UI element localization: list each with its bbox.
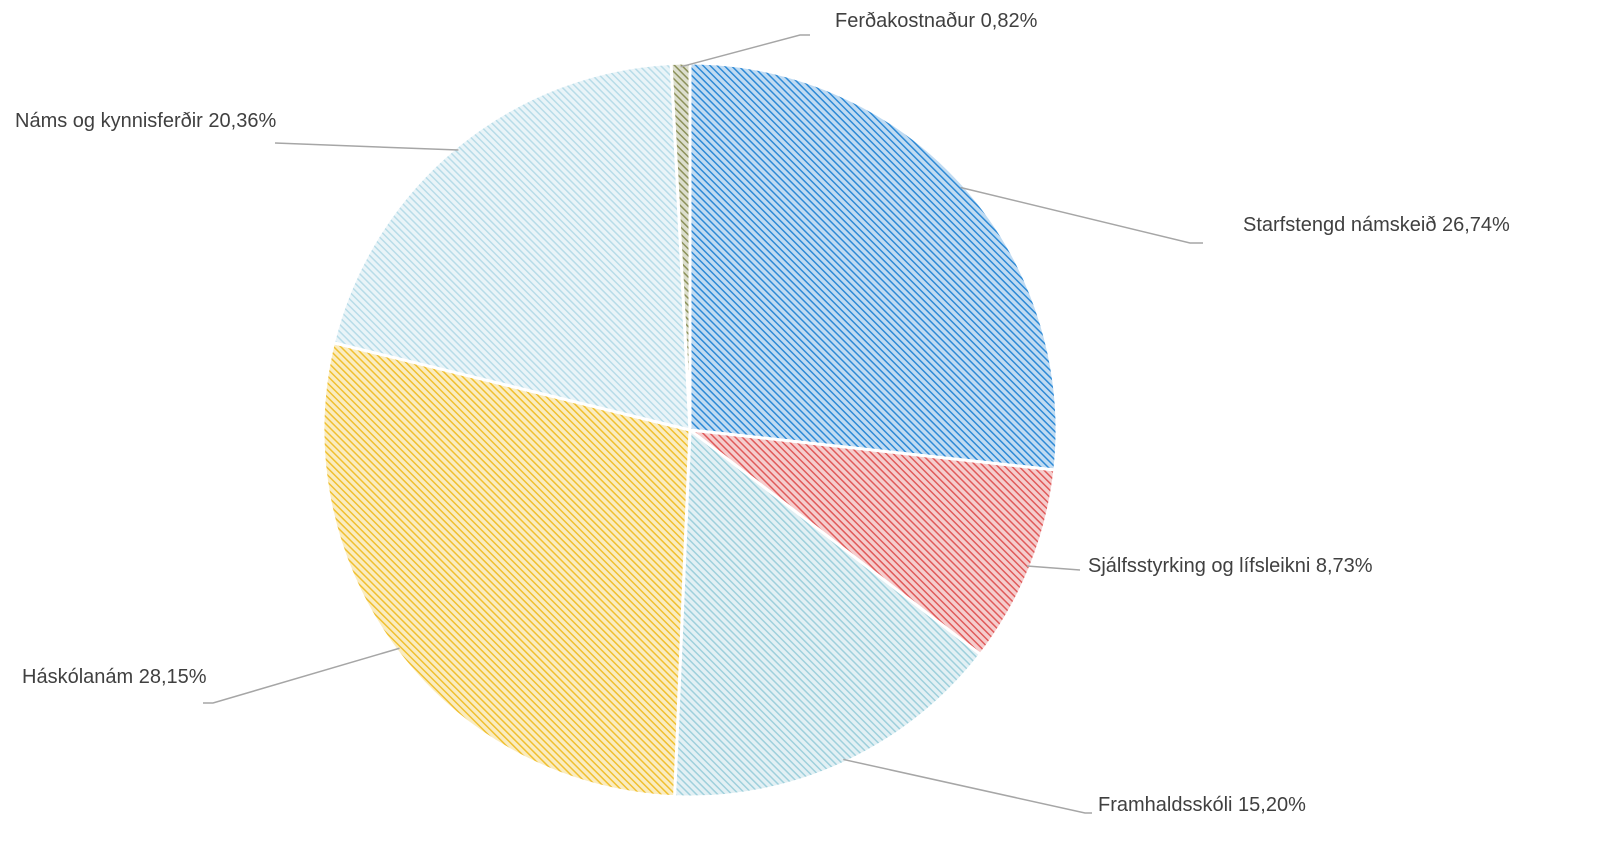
data-label: Framhaldsskóli 15,20% xyxy=(1098,794,1306,816)
pie-slice xyxy=(669,61,692,431)
label-category: Háskólanám xyxy=(22,666,133,688)
leader-line xyxy=(960,186,1203,244)
label-value: 15,20% xyxy=(1238,794,1306,816)
label-value: 8,73% xyxy=(1316,555,1373,577)
label-value: 20,36% xyxy=(208,110,276,132)
label-category: Starfstengd námskeið xyxy=(1243,214,1436,236)
data-label: Háskólanám 28,15% xyxy=(22,666,207,688)
pie-slice xyxy=(321,340,692,799)
pie-slice xyxy=(684,427,1057,657)
pie-slice xyxy=(672,427,983,799)
label-category: Ferðakostnaður xyxy=(835,10,975,32)
label-value: 28,15% xyxy=(139,666,207,688)
pie-slice xyxy=(331,61,692,432)
data-label: Sjálfsstyrking og lífsleikni 8,73% xyxy=(1088,555,1373,577)
leader-line xyxy=(843,758,1092,814)
label-category: Náms og kynnisferðir xyxy=(15,110,203,132)
leader-line xyxy=(680,34,810,68)
data-label: Starfstengd námskeið 26,74% xyxy=(1243,214,1510,236)
label-category: Framhaldsskóli xyxy=(1098,794,1232,816)
data-label: Náms og kynnisferðir 20,36% xyxy=(15,110,276,132)
label-category: Sjálfsstyrking og lífsleikni xyxy=(1088,555,1310,577)
data-label: Ferðakostnaður 0,82% xyxy=(835,10,1038,32)
pie-slice xyxy=(688,61,1059,472)
leader-line xyxy=(274,142,459,151)
label-value: 26,74% xyxy=(1442,214,1510,236)
leader-line xyxy=(203,647,400,704)
leader-line xyxy=(1026,565,1081,571)
label-value: 0,82% xyxy=(981,10,1038,32)
